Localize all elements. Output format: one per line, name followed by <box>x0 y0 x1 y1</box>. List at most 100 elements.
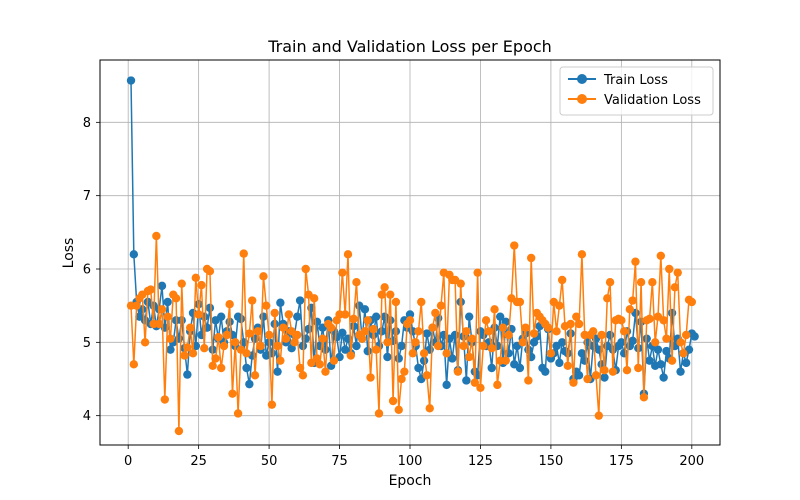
data-point-validation-loss <box>377 290 387 299</box>
data-point-train-loss <box>295 296 305 305</box>
data-point-validation-loss <box>208 361 217 370</box>
data-point-validation-loss <box>166 334 175 343</box>
data-point-validation-loss <box>425 404 434 413</box>
data-point-validation-loss <box>498 323 508 332</box>
y-tick-label: 8 <box>83 116 91 131</box>
data-point-validation-loss <box>456 279 465 288</box>
data-point-train-loss <box>495 312 505 321</box>
data-point-validation-loss <box>180 351 189 360</box>
data-point-validation-loss <box>484 327 494 336</box>
data-point-validation-loss <box>552 327 561 336</box>
data-point-train-loss <box>183 370 192 379</box>
data-point-validation-loss <box>557 275 567 285</box>
y-tick-label: 6 <box>83 263 91 278</box>
data-point-validation-loss <box>636 278 646 287</box>
data-point-validation-loss <box>374 409 384 418</box>
data-point-validation-loss <box>583 374 592 384</box>
data-point-validation-loss <box>360 327 370 336</box>
data-point-validation-loss <box>442 349 451 358</box>
x-tick-label: 75 <box>331 454 348 469</box>
data-point-train-loss <box>667 308 677 318</box>
data-point-train-loss <box>273 367 282 376</box>
data-point-train-loss <box>163 297 172 307</box>
data-point-validation-loss <box>174 426 184 436</box>
data-point-validation-loss <box>188 349 198 358</box>
data-point-validation-loss <box>577 250 587 259</box>
data-point-train-loss <box>653 345 663 354</box>
data-point-validation-loss <box>295 363 305 373</box>
data-point-validation-loss <box>645 314 654 324</box>
x-tick-label: 50 <box>261 454 278 469</box>
data-point-validation-loss <box>650 338 660 347</box>
data-point-validation-loss <box>687 297 697 307</box>
data-point-train-loss <box>690 332 699 341</box>
data-point-validation-loss <box>371 345 381 354</box>
data-point-train-loss <box>174 334 184 343</box>
data-point-validation-loss <box>493 380 502 390</box>
data-point-validation-loss <box>214 333 223 342</box>
data-point-validation-loss <box>526 253 536 263</box>
legend-marker-validation-loss <box>577 94 587 104</box>
data-point-validation-loss <box>318 334 327 343</box>
data-point-validation-loss <box>617 316 626 325</box>
data-point-validation-loss <box>667 356 677 365</box>
data-point-validation-loss <box>200 344 209 353</box>
data-point-validation-loss <box>250 371 260 380</box>
y-tick-label: 7 <box>83 189 91 204</box>
x-tick-label: 25 <box>190 454 207 469</box>
data-point-train-loss <box>394 354 403 363</box>
data-point-validation-loss <box>211 354 220 363</box>
data-point-validation-loss <box>177 279 186 288</box>
data-point-validation-loss <box>301 264 310 274</box>
data-point-validation-loss <box>307 358 316 368</box>
data-point-train-loss <box>236 314 246 324</box>
data-point-validation-loss <box>284 310 294 319</box>
data-point-validation-loss <box>411 338 420 347</box>
data-point-validation-loss <box>273 341 282 351</box>
data-point-train-loss <box>397 341 406 351</box>
data-point-validation-loss <box>262 301 271 310</box>
data-point-validation-loss <box>397 374 406 384</box>
data-point-validation-loss <box>462 327 471 336</box>
data-point-train-loss <box>563 349 573 358</box>
legend: Train Loss Validation Loss <box>559 66 714 116</box>
legend-label-train-loss: Train Loss <box>603 73 668 88</box>
data-point-validation-loss <box>659 316 668 325</box>
data-point-validation-loss <box>625 305 635 314</box>
data-point-validation-loss <box>487 344 496 353</box>
data-point-train-loss <box>617 338 626 347</box>
data-point-train-loss <box>422 329 432 338</box>
data-point-validation-loss <box>656 251 666 260</box>
data-point-train-loss <box>659 373 668 382</box>
data-point-validation-loss <box>428 323 437 332</box>
data-point-train-loss <box>166 345 175 354</box>
data-point-validation-loss <box>183 343 192 352</box>
data-point-validation-loss <box>242 349 251 358</box>
data-point-validation-loss <box>349 314 358 324</box>
data-point-validation-loss <box>222 330 232 340</box>
data-point-validation-loss <box>546 349 556 358</box>
data-point-train-loss <box>605 330 615 340</box>
data-point-validation-loss <box>662 334 671 343</box>
data-point-validation-loss <box>383 338 392 347</box>
data-point-validation-loss <box>154 319 164 329</box>
series-layer <box>126 76 699 436</box>
data-point-validation-loss <box>673 268 682 277</box>
data-point-train-loss <box>656 360 666 369</box>
data-point-train-loss <box>377 327 387 336</box>
data-point-validation-loss <box>510 241 519 250</box>
data-point-train-loss <box>662 346 671 356</box>
data-point-validation-loss <box>290 338 299 347</box>
data-point-train-loss <box>216 312 226 321</box>
data-point-train-loss <box>338 328 347 337</box>
data-point-validation-loss <box>676 338 685 347</box>
data-point-validation-loss <box>239 249 248 258</box>
data-point-validation-loss <box>298 371 308 380</box>
data-point-validation-loss <box>380 283 389 292</box>
data-point-validation-loss <box>597 330 606 340</box>
data-point-train-loss <box>645 356 654 365</box>
data-point-validation-loss <box>233 409 243 418</box>
data-point-validation-loss <box>278 323 288 332</box>
data-point-validation-loss <box>588 327 598 336</box>
data-point-validation-loss <box>608 367 618 376</box>
